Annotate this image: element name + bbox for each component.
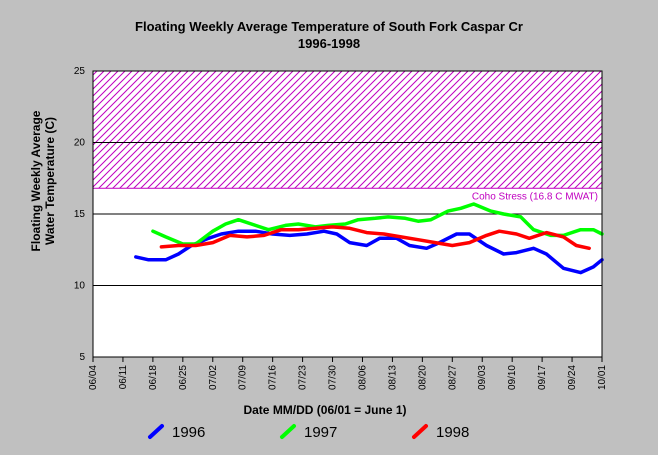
y-tick-label-20: 20 [74,138,86,149]
threshold-label: Coho Stress (16.8 C MWAT) [472,191,598,202]
x-tick-label-08/06: 08/06 [357,365,368,390]
series-line-1998 [159,225,591,251]
x-tick-label-06/25: 06/25 [178,365,189,390]
y-tick-label-5: 5 [79,352,85,363]
legend-swatch-1997 [280,424,296,439]
y-tick-label-15: 15 [74,209,86,220]
plot-area: Coho Stress (16.8 C MWAT) 5 10 15 20 25 06/04 0… [74,66,608,390]
legend-swatch-1998 [412,424,428,439]
x-axis-title: Date MM/DD (06/01 = June 1) [243,403,406,417]
x-tick-label-09/10: 09/10 [507,365,518,390]
x-tick-label-07/09: 07/09 [238,365,249,390]
chart-subtitle: 1996-1998 [298,36,360,51]
x-tick-label-06/11: 06/11 [118,365,129,390]
y-axis-title: Floating Weekly Average Water Temperatur… [29,110,57,251]
x-tick-label-07/02: 07/02 [208,365,219,390]
chart-title: Floating Weekly Average Temperature of S… [135,19,523,34]
x-tick-label-07/30: 07/30 [328,365,339,390]
x-tick-label-08/13: 08/13 [387,365,398,390]
x-tick-label-09/03: 09/03 [477,365,488,390]
legend-swatch-1996 [148,424,164,439]
x-tick-label-07/16: 07/16 [268,365,279,390]
x-tick-label-07/23: 07/23 [298,365,309,390]
x-tick-label-09/17: 09/17 [537,365,548,390]
threshold-band [93,71,602,189]
legend-label-1998: 1998 [436,424,469,441]
y-tick-label-10: 10 [74,281,86,292]
x-tick-label-06/04: 06/04 [88,365,99,390]
y-axis-title-line2: Water Temperature (C) [43,117,57,245]
series-line-1997 [151,202,604,246]
x-tick-label-08/27: 08/27 [447,365,458,390]
legend-label-1996: 1996 [172,424,205,441]
x-tick-label-10/01: 10/01 [597,365,608,390]
plot-border [92,70,603,358]
legend: 1996 1997 1998 [148,424,469,441]
x-tick-label-06/18: 06/18 [148,365,159,390]
y-axis-title-line1: Floating Weekly Average [29,110,43,251]
y-tick-label-25: 25 [74,66,86,77]
series-line-1996 [134,229,604,275]
x-tick-label-09/24: 09/24 [567,365,578,390]
legend-label-1997: 1997 [304,424,337,441]
x-tick-label-08/20: 08/20 [417,365,428,390]
